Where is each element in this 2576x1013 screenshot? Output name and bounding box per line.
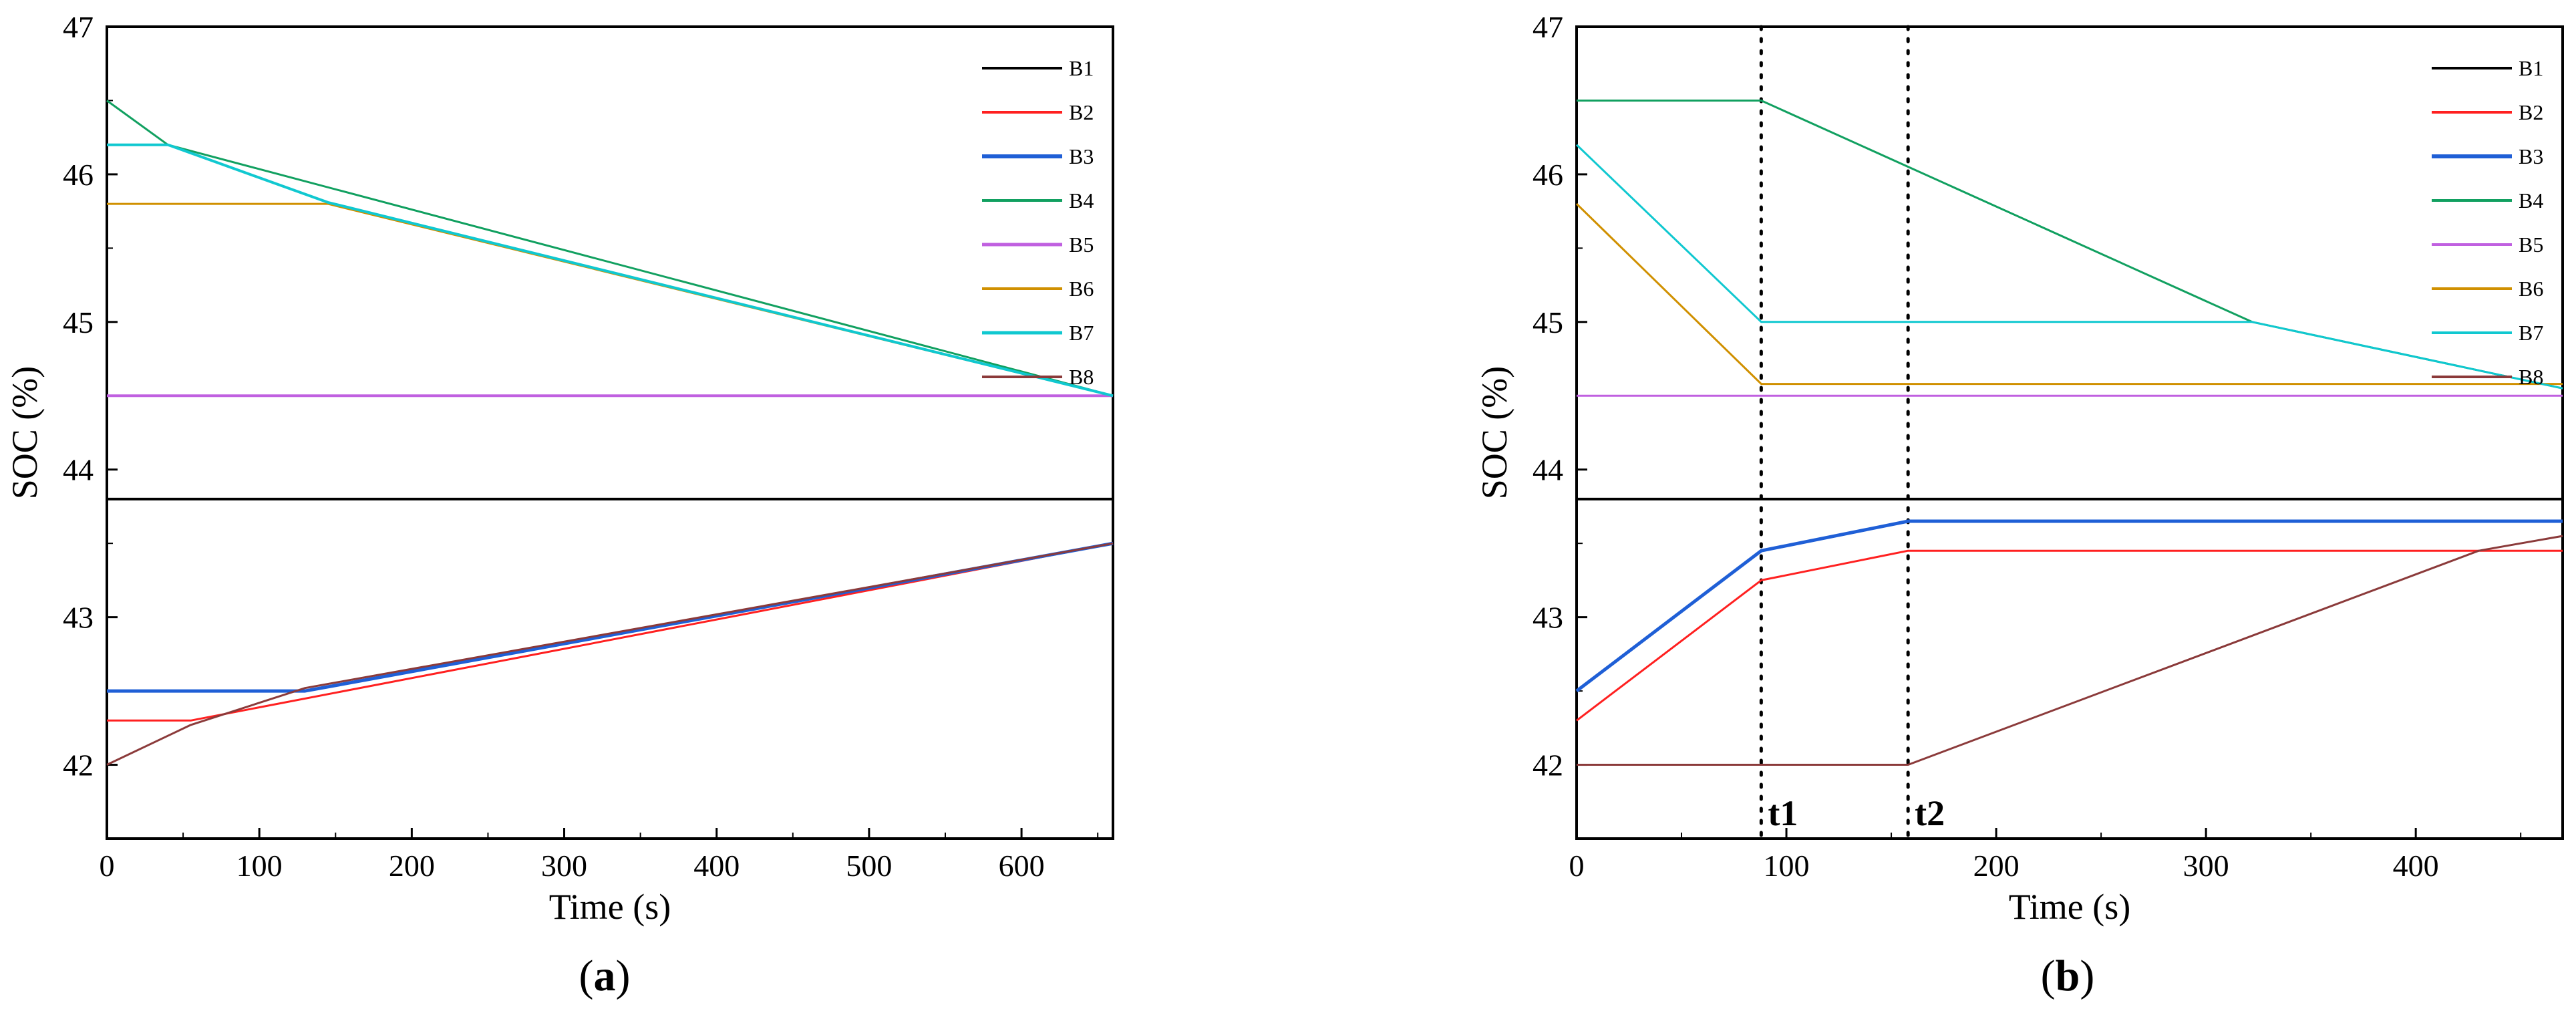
x-tick-label: 200 bbox=[1973, 849, 2020, 883]
y-tick-label: 44 bbox=[1533, 453, 1563, 487]
series-B2-line bbox=[107, 542, 1114, 722]
y-tick-label: 47 bbox=[63, 10, 94, 44]
legend-label-B4: B4 bbox=[2519, 188, 2543, 212]
y-axis-label: SOC (%) bbox=[1474, 366, 1514, 500]
plot-frame bbox=[1575, 25, 2564, 840]
x-axis-label: Time (s) bbox=[2009, 887, 2131, 927]
legend-label-B1: B1 bbox=[2519, 56, 2543, 80]
legend-label-B3: B3 bbox=[2519, 144, 2543, 168]
legend-label-B6: B6 bbox=[2519, 277, 2543, 301]
x-tick-label: 100 bbox=[236, 849, 283, 883]
x-tick-label: 400 bbox=[2393, 849, 2439, 883]
x-axis-label: Time (s) bbox=[549, 887, 671, 927]
series-B3-line bbox=[1575, 519, 2563, 693]
series-B4-line bbox=[1577, 100, 2563, 390]
panel-caption: (b) bbox=[2041, 952, 2095, 1000]
legend-label-B1: B1 bbox=[1069, 56, 1094, 80]
legend-label-B7: B7 bbox=[1069, 321, 1094, 345]
x-tick-label: 400 bbox=[693, 849, 740, 883]
chart-panel-a: 0 100 200 300 400 500 600 42 43 44 45 46 47 Time (s) S… bbox=[5, 10, 1114, 1000]
legend-label-B7: B7 bbox=[2519, 321, 2543, 345]
x-tick-label: 600 bbox=[999, 849, 1045, 883]
series-B2-line bbox=[1576, 549, 2563, 722]
x-tick-label: 300 bbox=[2183, 849, 2229, 883]
series-B3-line bbox=[107, 541, 1114, 693]
legend-label-B5: B5 bbox=[1069, 233, 1094, 257]
x-tick-label: 0 bbox=[1569, 849, 1585, 883]
x-tick-label: 300 bbox=[541, 849, 587, 883]
x-tick-label: 0 bbox=[100, 849, 115, 883]
y-tick-label: 47 bbox=[1533, 10, 1563, 44]
series-B8-line bbox=[106, 542, 1114, 766]
legend-label-B6: B6 bbox=[1069, 277, 1094, 301]
legend-label-B8: B8 bbox=[1069, 365, 1094, 389]
y-tick-label: 46 bbox=[1533, 158, 1563, 192]
legend-label-B5: B5 bbox=[2519, 233, 2543, 257]
x-tick-label: 200 bbox=[389, 849, 435, 883]
series-B7-line bbox=[1575, 144, 2563, 390]
y-tick-label: 42 bbox=[63, 748, 94, 782]
y-tick-label: 45 bbox=[63, 305, 94, 339]
chart-panel-b: 0 100 200 300 400 42 43 44 45 46 47 Time (s) SOC (%)… bbox=[1474, 10, 2564, 1000]
plot-frame bbox=[106, 25, 1114, 840]
series-B6-line bbox=[1575, 203, 2563, 386]
legend-label-B3: B3 bbox=[1069, 144, 1094, 168]
y-tick-label: 45 bbox=[1533, 305, 1563, 339]
series-B6-line bbox=[107, 202, 1114, 397]
y-tick-label: 46 bbox=[63, 158, 94, 192]
legend-label-B2: B2 bbox=[1069, 100, 1094, 124]
series-B7-line bbox=[107, 143, 1114, 398]
y-tick-label: 44 bbox=[63, 453, 94, 487]
legend-label-B8: B8 bbox=[2519, 365, 2543, 389]
series-B8-line bbox=[1577, 535, 2563, 766]
annotation-t2-label: t2 bbox=[1915, 793, 1945, 833]
y-tick-label: 42 bbox=[1533, 748, 1563, 782]
series-B4-line bbox=[106, 100, 1114, 397]
y-axis-label: SOC (%) bbox=[5, 366, 45, 500]
y-tick-label: 43 bbox=[63, 601, 94, 635]
legend-label-B2: B2 bbox=[2519, 100, 2543, 124]
panel-caption: (a) bbox=[579, 952, 631, 1000]
annotation-t1-label: t1 bbox=[1768, 793, 1798, 833]
y-tick-label: 43 bbox=[1533, 601, 1563, 635]
x-tick-label: 100 bbox=[1764, 849, 1810, 883]
legend-label-B4: B4 bbox=[1069, 188, 1094, 212]
x-tick-label: 500 bbox=[846, 849, 892, 883]
